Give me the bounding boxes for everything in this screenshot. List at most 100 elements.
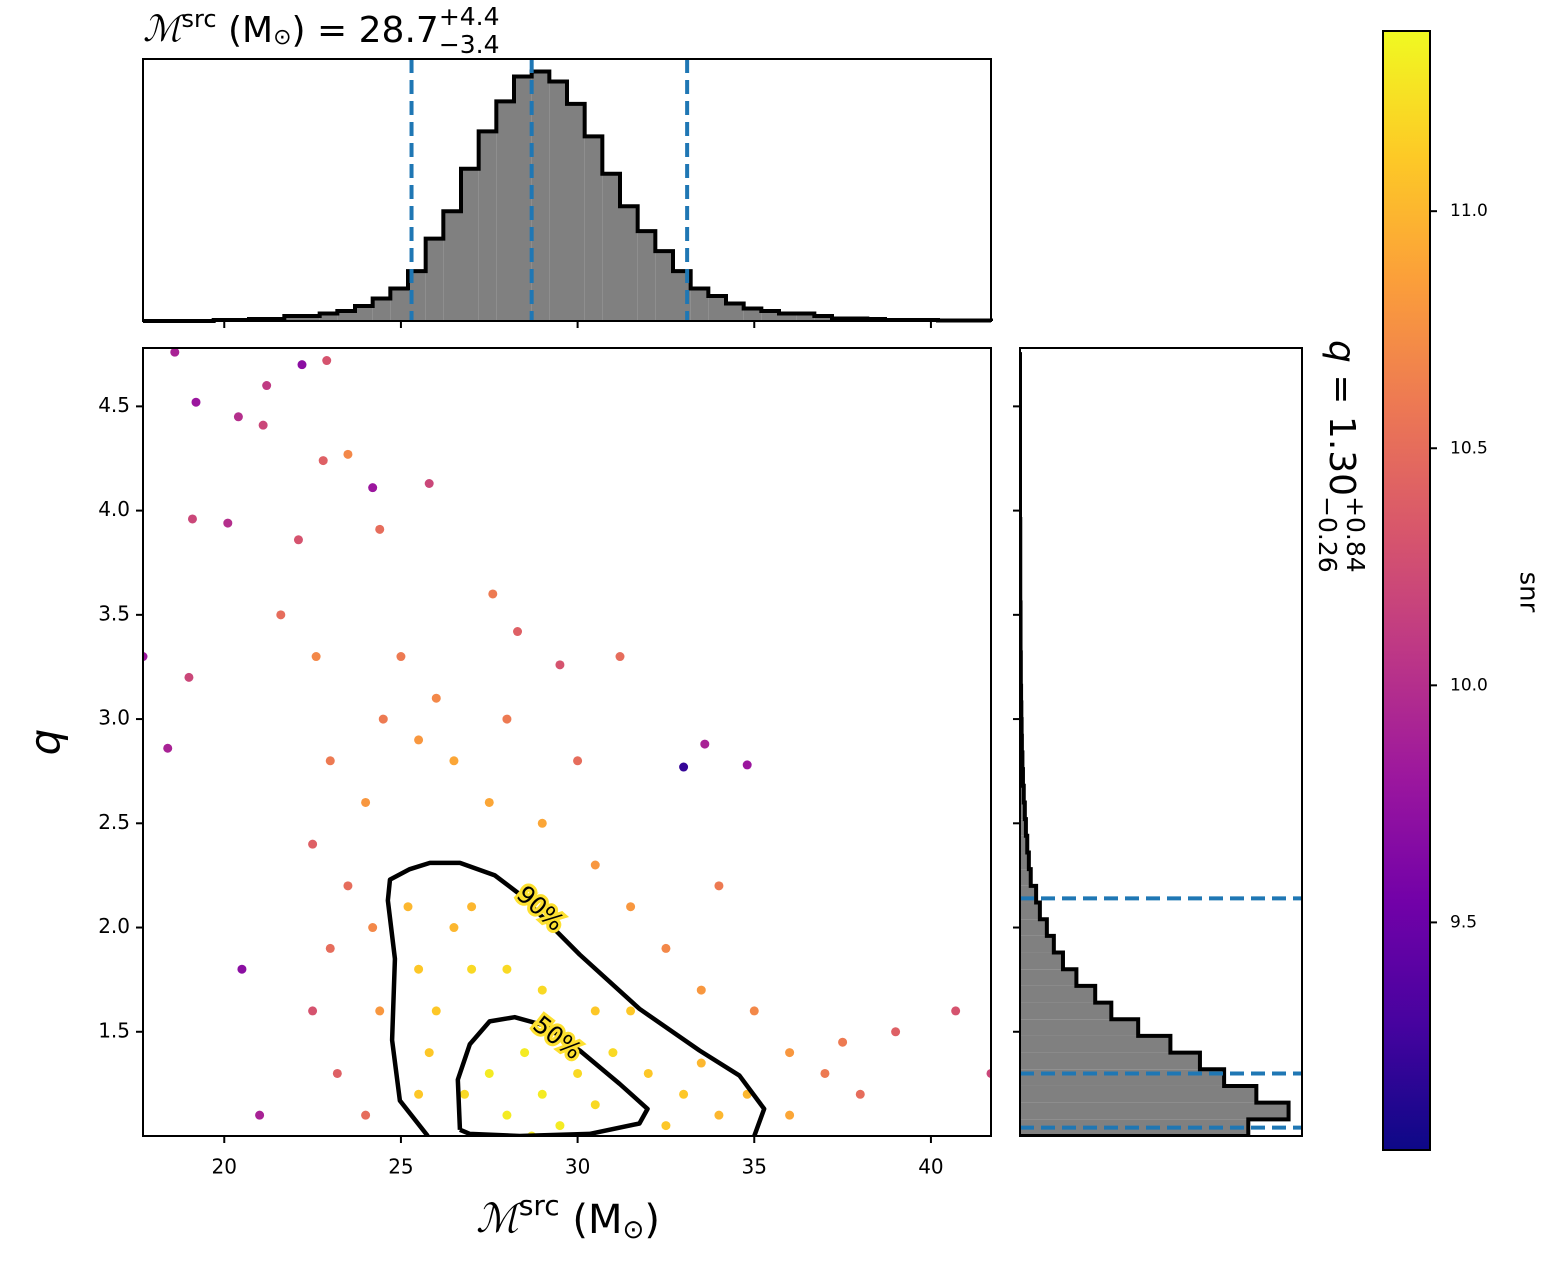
- hist-bar: [337, 311, 355, 321]
- scatter-point: [951, 1006, 961, 1016]
- y-tick-label: 3.0: [98, 706, 130, 730]
- hist-bar: [390, 288, 408, 321]
- points: [143, 348, 991, 1136]
- colorbar-tick-label: 10.5: [1450, 438, 1488, 458]
- scatter-plot: 90%50%20 25 30 35 401.52.02.53.03.54.04.5ℳsr…: [21, 347, 992, 1245]
- scatter-point: [143, 652, 148, 662]
- hist-bar: [620, 206, 638, 321]
- scatter-point: [297, 360, 307, 370]
- x-axis-label: ℳsrc (M⊙): [476, 1189, 660, 1245]
- axes-frame: [142, 58, 992, 322]
- scatter-point: [484, 797, 494, 807]
- scatter-point: [414, 964, 424, 974]
- scatter-point: [343, 449, 353, 459]
- right-histogram: q = 1.30+0.84−0.26: [1013, 340, 1370, 1137]
- scatter-point: [449, 756, 459, 766]
- scatter-point: [460, 1089, 470, 1099]
- label-part: ): [644, 1197, 660, 1243]
- title-part: +4.4: [439, 2, 500, 31]
- scatter-point: [293, 535, 303, 545]
- hist-bar: [1020, 969, 1077, 986]
- scatter-point: [714, 881, 724, 891]
- scatter-point: [424, 1048, 434, 1058]
- scatter-point: [361, 1110, 371, 1120]
- scatter-point: [163, 743, 173, 753]
- title-part: = 1.30: [1321, 363, 1362, 496]
- scatter-point: [414, 735, 424, 745]
- colorbar-gradient: [1382, 30, 1431, 1151]
- title-part: src: [182, 5, 217, 33]
- hist-bar: [796, 313, 815, 321]
- hist-bar: [461, 168, 479, 321]
- label-part: (M: [560, 1197, 623, 1243]
- scatter-point: [502, 714, 512, 724]
- hist-bar: [743, 308, 762, 321]
- top-title: ℳsrc (M⊙) = 28.7+4.4 −3.4: [143, 2, 500, 59]
- scatter-point: [679, 1089, 689, 1099]
- hist-bar: [1020, 919, 1047, 936]
- colorbar-tick-label: 10.0: [1450, 675, 1488, 695]
- title-part: −0.26: [1313, 496, 1342, 573]
- scatter-point: [308, 1006, 318, 1016]
- title-part: ) = 28.7: [292, 10, 439, 51]
- scatter-point: [696, 985, 706, 995]
- hist-bar: [1020, 835, 1028, 853]
- scatter-point: [308, 839, 318, 849]
- scatter-point: [590, 1100, 600, 1110]
- scatter-point: [555, 660, 565, 670]
- scatter-point: [590, 1006, 600, 1016]
- scatter-point: [626, 902, 636, 912]
- scatter-point: [262, 381, 272, 391]
- axes-frame: [142, 347, 992, 1137]
- hist-bar: [690, 288, 709, 321]
- scatter-point: [187, 514, 197, 524]
- scatter-point: [855, 1089, 865, 1099]
- scatter-point: [378, 714, 388, 724]
- hist-bar: [531, 71, 550, 321]
- scatter-point: [513, 627, 523, 637]
- scatter-point: [502, 964, 512, 974]
- colorbar-label: snr: [1514, 572, 1544, 613]
- hist-bar: [1020, 819, 1026, 836]
- scatter-point: [537, 1089, 547, 1099]
- colorbar-tick-label: 11.0: [1450, 201, 1488, 221]
- scatter-point: [311, 652, 321, 662]
- hist-bar: [708, 296, 726, 321]
- scatter-point: [318, 456, 328, 466]
- hist-bar: [814, 316, 832, 321]
- hist-bar: [1020, 1085, 1257, 1103]
- hist-bar: [779, 313, 797, 321]
- scatter-point: [467, 902, 477, 912]
- title-part: (M: [217, 10, 274, 51]
- hist-bar: [496, 101, 514, 322]
- y-tick-label: 3.5: [98, 601, 130, 625]
- y-tick-label: 1.5: [98, 1018, 130, 1042]
- scatter-point: [191, 397, 201, 407]
- scatter-point: [700, 739, 710, 749]
- title-part: +0.84: [1341, 496, 1370, 573]
- scatter-point: [403, 902, 413, 912]
- hist-bar: [1020, 869, 1031, 886]
- scatter-point: [661, 943, 671, 953]
- scatter-point: [431, 1006, 441, 1016]
- hist-bar: [567, 103, 585, 322]
- hist-bar: [478, 131, 497, 321]
- scatter-point: [573, 756, 583, 766]
- hist-bar: [673, 271, 691, 321]
- scatter-point: [258, 420, 268, 430]
- hist-bar: [1020, 1102, 1289, 1120]
- scatter-point: [255, 1110, 265, 1120]
- scatter-point: [891, 1027, 901, 1037]
- hist-bar: [584, 136, 603, 321]
- label-part: ℳ: [476, 1196, 524, 1242]
- scatter-point: [785, 1110, 795, 1120]
- scatter-point: [573, 1068, 583, 1078]
- y-tick-label: 4.0: [98, 497, 130, 521]
- hist-outline: [143, 69, 993, 323]
- scatter-point: [431, 693, 441, 703]
- hist-bar: [1020, 1052, 1200, 1070]
- x-tick-label: 30: [565, 1155, 590, 1179]
- scatter-point: [820, 1068, 830, 1078]
- scatter-point: [643, 1068, 653, 1078]
- scatter-point: [838, 1037, 848, 1047]
